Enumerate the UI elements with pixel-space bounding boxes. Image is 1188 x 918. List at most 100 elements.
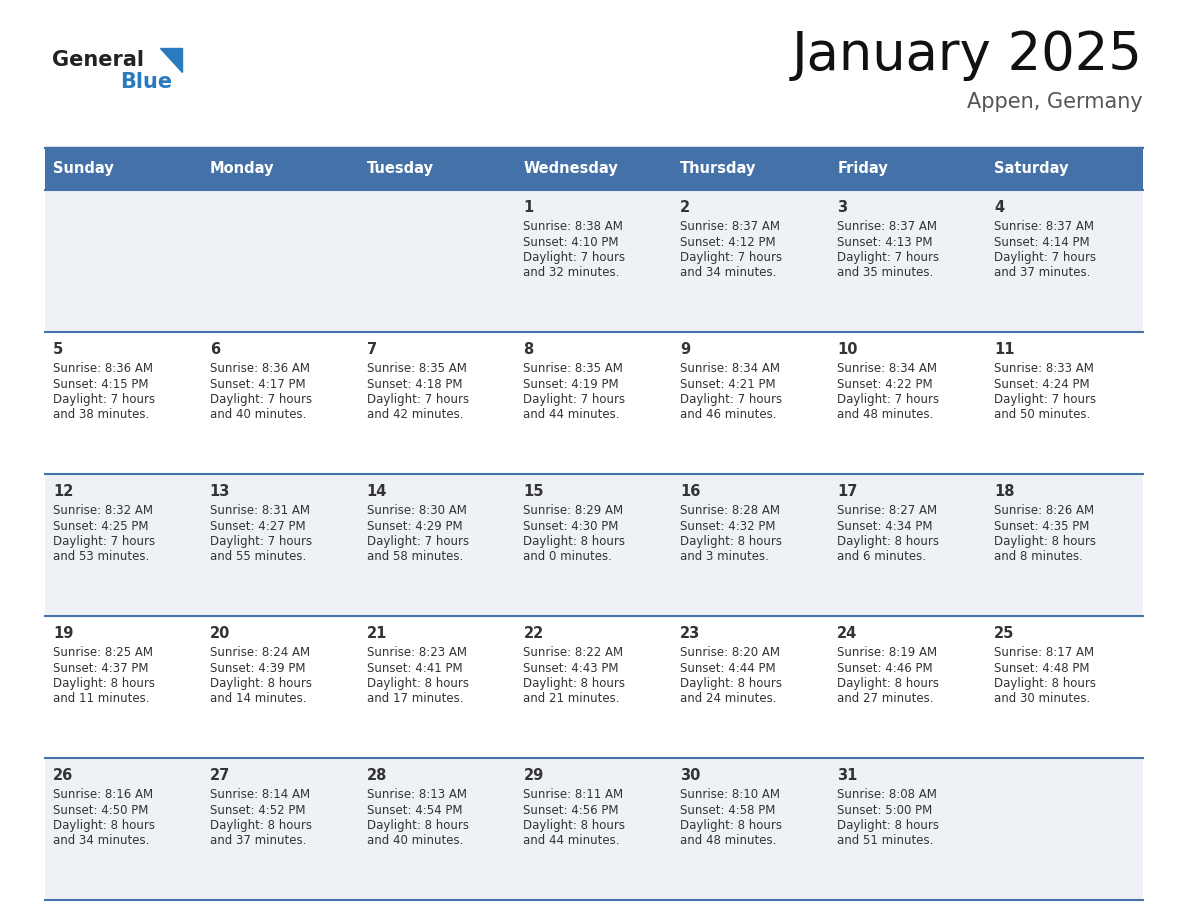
Text: 23: 23 bbox=[681, 626, 701, 641]
Text: Wednesday: Wednesday bbox=[524, 162, 618, 176]
FancyBboxPatch shape bbox=[986, 616, 1143, 758]
Text: Daylight: 7 hours: Daylight: 7 hours bbox=[524, 251, 626, 264]
Text: 24: 24 bbox=[838, 626, 858, 641]
Text: Sunrise: 8:17 AM: Sunrise: 8:17 AM bbox=[994, 646, 1094, 659]
Text: Sunday: Sunday bbox=[52, 162, 114, 176]
Text: Sunset: 4:19 PM: Sunset: 4:19 PM bbox=[524, 377, 619, 390]
Text: Sunrise: 8:22 AM: Sunrise: 8:22 AM bbox=[524, 646, 624, 659]
Text: Sunset: 4:30 PM: Sunset: 4:30 PM bbox=[524, 520, 619, 532]
Text: Daylight: 8 hours: Daylight: 8 hours bbox=[524, 677, 625, 690]
Text: Sunset: 4:56 PM: Sunset: 4:56 PM bbox=[524, 803, 619, 816]
Text: Daylight: 8 hours: Daylight: 8 hours bbox=[838, 677, 940, 690]
Text: 6: 6 bbox=[210, 342, 220, 357]
Text: Daylight: 7 hours: Daylight: 7 hours bbox=[838, 251, 940, 264]
Text: Sunset: 4:12 PM: Sunset: 4:12 PM bbox=[681, 236, 776, 249]
Text: 30: 30 bbox=[681, 768, 701, 783]
Text: 20: 20 bbox=[210, 626, 230, 641]
Text: Sunrise: 8:19 AM: Sunrise: 8:19 AM bbox=[838, 646, 937, 659]
Text: Sunrise: 8:35 AM: Sunrise: 8:35 AM bbox=[524, 362, 624, 375]
Text: Sunrise: 8:34 AM: Sunrise: 8:34 AM bbox=[838, 362, 937, 375]
Text: and 40 minutes.: and 40 minutes. bbox=[367, 834, 463, 847]
FancyBboxPatch shape bbox=[359, 758, 516, 900]
Text: Sunrise: 8:33 AM: Sunrise: 8:33 AM bbox=[994, 362, 1094, 375]
FancyBboxPatch shape bbox=[359, 616, 516, 758]
Text: Thursday: Thursday bbox=[681, 162, 757, 176]
FancyBboxPatch shape bbox=[202, 616, 359, 758]
Text: Sunset: 4:46 PM: Sunset: 4:46 PM bbox=[838, 662, 933, 675]
Text: and 37 minutes.: and 37 minutes. bbox=[994, 266, 1091, 279]
Text: Sunset: 4:52 PM: Sunset: 4:52 PM bbox=[210, 803, 305, 816]
Text: and 21 minutes.: and 21 minutes. bbox=[524, 692, 620, 706]
Text: Sunset: 4:48 PM: Sunset: 4:48 PM bbox=[994, 662, 1089, 675]
Text: Sunrise: 8:37 AM: Sunrise: 8:37 AM bbox=[994, 220, 1094, 233]
Text: Sunrise: 8:35 AM: Sunrise: 8:35 AM bbox=[367, 362, 467, 375]
Text: Daylight: 8 hours: Daylight: 8 hours bbox=[52, 819, 154, 832]
FancyBboxPatch shape bbox=[202, 190, 359, 332]
Text: 27: 27 bbox=[210, 768, 230, 783]
FancyBboxPatch shape bbox=[359, 332, 516, 474]
Text: and 44 minutes.: and 44 minutes. bbox=[524, 834, 620, 847]
Text: Daylight: 7 hours: Daylight: 7 hours bbox=[210, 535, 311, 548]
Text: Blue: Blue bbox=[120, 72, 172, 92]
Text: Daylight: 8 hours: Daylight: 8 hours bbox=[838, 819, 940, 832]
FancyBboxPatch shape bbox=[672, 190, 829, 332]
Text: 8: 8 bbox=[524, 342, 533, 357]
FancyBboxPatch shape bbox=[672, 758, 829, 900]
Text: 1: 1 bbox=[524, 200, 533, 215]
Text: and 34 minutes.: and 34 minutes. bbox=[681, 266, 777, 279]
Text: Sunrise: 8:27 AM: Sunrise: 8:27 AM bbox=[838, 504, 937, 517]
Text: Daylight: 8 hours: Daylight: 8 hours bbox=[681, 535, 782, 548]
Text: Sunrise: 8:26 AM: Sunrise: 8:26 AM bbox=[994, 504, 1094, 517]
FancyBboxPatch shape bbox=[829, 332, 986, 474]
Text: Sunrise: 8:25 AM: Sunrise: 8:25 AM bbox=[52, 646, 153, 659]
Text: 17: 17 bbox=[838, 484, 858, 499]
Text: Sunrise: 8:32 AM: Sunrise: 8:32 AM bbox=[52, 504, 153, 517]
Text: and 14 minutes.: and 14 minutes. bbox=[210, 692, 307, 706]
Text: Daylight: 7 hours: Daylight: 7 hours bbox=[524, 393, 626, 406]
Text: Daylight: 8 hours: Daylight: 8 hours bbox=[367, 819, 468, 832]
Text: Sunrise: 8:23 AM: Sunrise: 8:23 AM bbox=[367, 646, 467, 659]
Text: Daylight: 7 hours: Daylight: 7 hours bbox=[994, 251, 1097, 264]
Text: Sunrise: 8:28 AM: Sunrise: 8:28 AM bbox=[681, 504, 781, 517]
Text: Sunset: 4:50 PM: Sunset: 4:50 PM bbox=[52, 803, 148, 816]
Text: Sunrise: 8:13 AM: Sunrise: 8:13 AM bbox=[367, 788, 467, 801]
Text: Sunset: 4:54 PM: Sunset: 4:54 PM bbox=[367, 803, 462, 816]
Text: 5: 5 bbox=[52, 342, 63, 357]
Text: and 3 minutes.: and 3 minutes. bbox=[681, 551, 769, 564]
Text: Sunset: 4:29 PM: Sunset: 4:29 PM bbox=[367, 520, 462, 532]
Text: Daylight: 8 hours: Daylight: 8 hours bbox=[994, 535, 1097, 548]
Text: Daylight: 7 hours: Daylight: 7 hours bbox=[52, 393, 154, 406]
Text: and 44 minutes.: and 44 minutes. bbox=[524, 409, 620, 421]
Text: Sunrise: 8:38 AM: Sunrise: 8:38 AM bbox=[524, 220, 624, 233]
Text: and 27 minutes.: and 27 minutes. bbox=[838, 692, 934, 706]
FancyBboxPatch shape bbox=[45, 332, 202, 474]
Text: 14: 14 bbox=[367, 484, 387, 499]
FancyBboxPatch shape bbox=[45, 190, 202, 332]
Text: 9: 9 bbox=[681, 342, 690, 357]
Text: Sunset: 4:43 PM: Sunset: 4:43 PM bbox=[524, 662, 619, 675]
Text: and 6 minutes.: and 6 minutes. bbox=[838, 551, 927, 564]
FancyBboxPatch shape bbox=[672, 474, 829, 616]
Text: Sunrise: 8:37 AM: Sunrise: 8:37 AM bbox=[838, 220, 937, 233]
Text: Sunset: 4:58 PM: Sunset: 4:58 PM bbox=[681, 803, 776, 816]
FancyBboxPatch shape bbox=[829, 616, 986, 758]
FancyBboxPatch shape bbox=[672, 332, 829, 474]
FancyBboxPatch shape bbox=[359, 148, 516, 190]
Text: and 34 minutes.: and 34 minutes. bbox=[52, 834, 150, 847]
Text: 25: 25 bbox=[994, 626, 1015, 641]
Text: Daylight: 8 hours: Daylight: 8 hours bbox=[52, 677, 154, 690]
FancyBboxPatch shape bbox=[202, 332, 359, 474]
FancyBboxPatch shape bbox=[45, 148, 202, 190]
FancyBboxPatch shape bbox=[516, 474, 672, 616]
Text: Daylight: 7 hours: Daylight: 7 hours bbox=[367, 393, 469, 406]
Text: and 42 minutes.: and 42 minutes. bbox=[367, 409, 463, 421]
FancyBboxPatch shape bbox=[516, 148, 672, 190]
Text: and 11 minutes.: and 11 minutes. bbox=[52, 692, 150, 706]
FancyBboxPatch shape bbox=[45, 758, 202, 900]
Text: 31: 31 bbox=[838, 768, 858, 783]
Text: 18: 18 bbox=[994, 484, 1015, 499]
FancyBboxPatch shape bbox=[986, 148, 1143, 190]
FancyBboxPatch shape bbox=[829, 190, 986, 332]
Text: Appen, Germany: Appen, Germany bbox=[967, 92, 1143, 112]
Text: 12: 12 bbox=[52, 484, 74, 499]
